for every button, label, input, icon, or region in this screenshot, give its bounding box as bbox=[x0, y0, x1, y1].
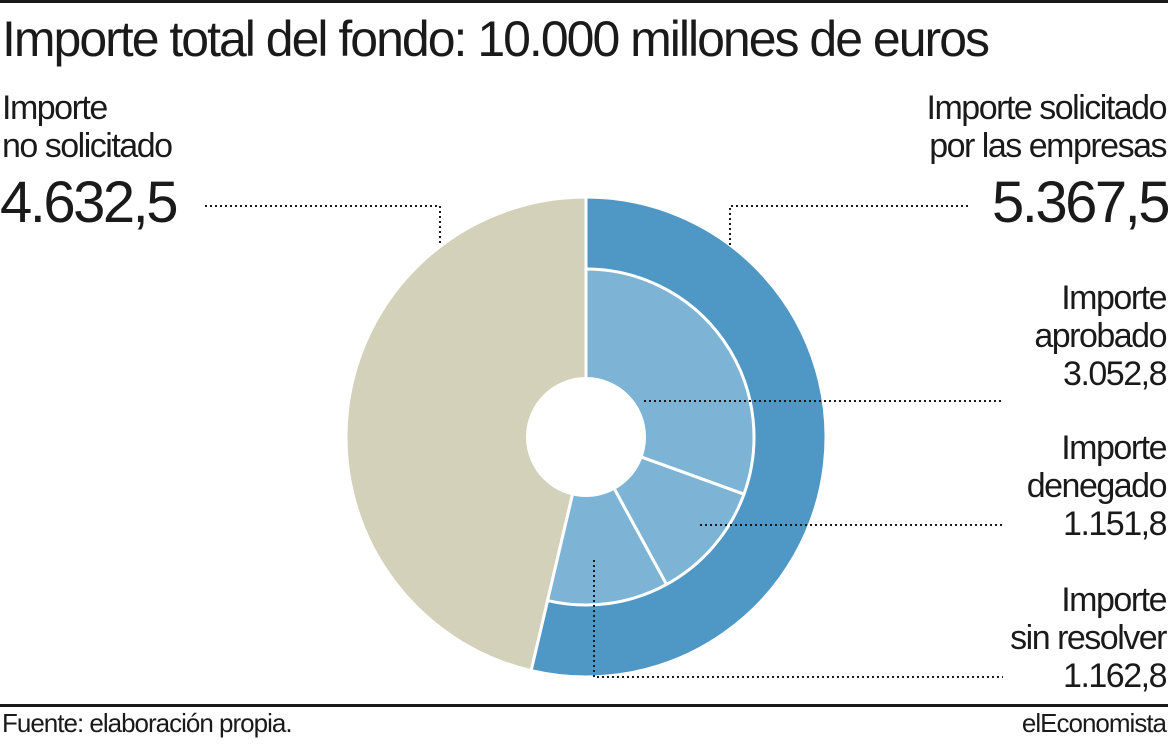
source-note: Fuente: elaboración propia. bbox=[2, 708, 293, 738]
outer-slice-1 bbox=[344, 195, 588, 673]
chart-title: Importe total del fondo: 10.000 millones… bbox=[2, 11, 990, 67]
solicitado-label-line2: por las empresas bbox=[929, 127, 1167, 165]
leader-line-4 bbox=[593, 560, 1003, 678]
sin-resolver-label-line2: sin resolver bbox=[1010, 619, 1167, 657]
denegado-label-line1: Importe bbox=[1061, 429, 1167, 467]
sin-resolver-label-line1: Importe bbox=[1061, 581, 1167, 619]
leader-line-1 bbox=[729, 205, 968, 246]
brand-logo: elEconomista bbox=[1021, 708, 1167, 738]
sin-resolver-value: 1.162,8 bbox=[1063, 657, 1167, 695]
leader-line-0 bbox=[205, 205, 441, 246]
no-solicitado-label-line1: Importe bbox=[2, 89, 108, 127]
aprobado-value: 3.052,8 bbox=[1063, 355, 1167, 393]
denegado-value: 1.151,8 bbox=[1063, 505, 1167, 543]
no-solicitado-value: 4.632,5 bbox=[0, 170, 179, 235]
aprobado-label-line2: aprobado bbox=[1034, 317, 1167, 355]
denegado-label-line2: denegado bbox=[1026, 467, 1168, 505]
bottom-rule bbox=[0, 704, 1168, 707]
no-solicitado-label-line2: no solicitado bbox=[2, 127, 173, 165]
solicitado-value: 5.367,5 bbox=[991, 170, 1168, 235]
leader-lines bbox=[205, 205, 1003, 678]
donut-hole bbox=[526, 377, 646, 497]
top-rule bbox=[0, 0, 1168, 3]
aprobado-label-line1: Importe bbox=[1061, 279, 1167, 317]
solicitado-label-line1: Importe solicitado bbox=[926, 89, 1168, 127]
